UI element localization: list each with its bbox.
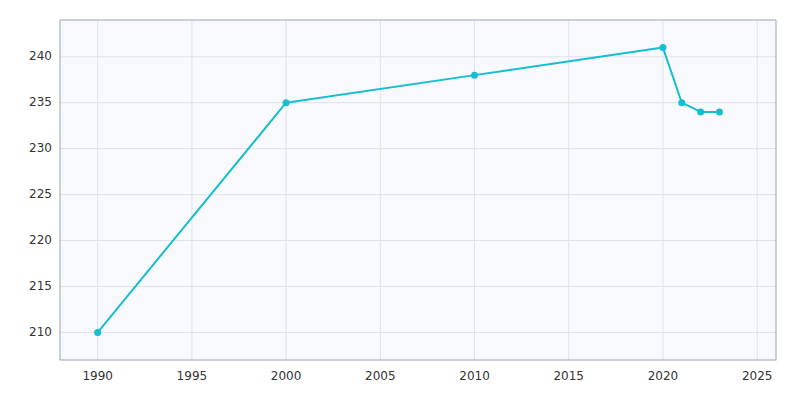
y-tick-label: 235 <box>29 95 52 109</box>
y-tick-label: 240 <box>29 49 52 63</box>
x-tick-label: 2015 <box>553 369 584 383</box>
plot-frame <box>60 20 776 360</box>
grid-line-x <box>568 20 569 360</box>
chart-container: 210 215 220 225 230 235 240 1990 1995 2000 2005 201… <box>0 0 800 400</box>
chart: 210 215 220 225 230 235 240 1990 1995 2000 2005 201… <box>0 0 800 400</box>
grid-line-y <box>60 240 776 241</box>
grid-line-y <box>60 102 776 103</box>
grid-line-x <box>757 20 758 360</box>
point <box>471 72 478 79</box>
y-tick-label: 225 <box>29 187 52 201</box>
point <box>283 99 290 106</box>
plot-background <box>60 20 776 360</box>
grid-line-x <box>474 20 475 360</box>
data-layer <box>94 44 723 336</box>
grid <box>60 20 776 360</box>
point <box>678 99 685 106</box>
grid-line-x <box>662 20 663 360</box>
x-tick-label: 2010 <box>459 369 490 383</box>
grid-line-x <box>286 20 287 360</box>
grid-line-x <box>97 20 98 360</box>
point <box>94 329 101 336</box>
y-tick-label: 230 <box>29 141 52 155</box>
x-tick-label: 2020 <box>648 369 679 383</box>
y-tick-label: 220 <box>29 233 52 247</box>
x-tick-label: 2025 <box>742 369 773 383</box>
x-tick-label: 2000 <box>271 369 302 383</box>
grid-line-y <box>60 148 776 149</box>
point <box>659 44 666 51</box>
grid-line-y <box>60 332 776 333</box>
x-tick-label: 1995 <box>177 369 208 383</box>
grid-line-x <box>191 20 192 360</box>
grid-line-y <box>60 286 776 287</box>
grid-line-y <box>60 56 776 57</box>
axes: 210 215 220 225 230 235 240 1990 1995 2000 2005 201… <box>29 49 772 383</box>
x-tick-label: 1990 <box>82 369 113 383</box>
grid-line-y <box>60 194 776 195</box>
y-tick-label: 215 <box>29 279 52 293</box>
point <box>716 108 723 115</box>
y-tick-label: 210 <box>29 325 52 339</box>
grid-line-x <box>380 20 381 360</box>
x-tick-label: 2005 <box>365 369 396 383</box>
point <box>697 108 704 115</box>
line <box>98 48 720 333</box>
